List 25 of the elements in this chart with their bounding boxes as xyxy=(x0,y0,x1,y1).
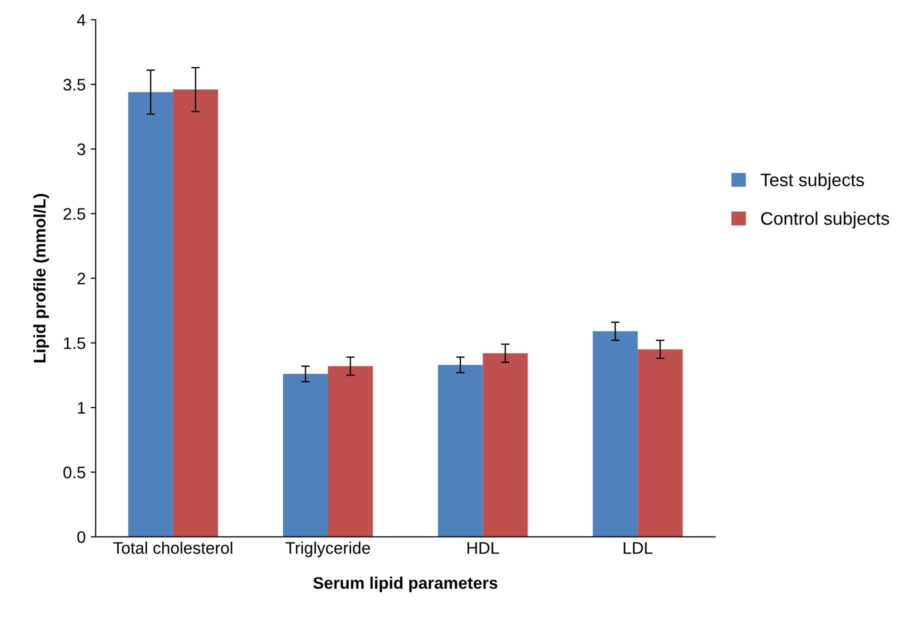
x-tick-label: Total cholesterol xyxy=(113,542,232,554)
x-tick-label: Triglyceride xyxy=(286,542,370,558)
bar xyxy=(592,331,638,537)
y-axis-title: Lipid profile (mmol/L) xyxy=(33,194,49,362)
legend-label: Test subjects xyxy=(760,173,864,190)
bar xyxy=(128,92,174,537)
x-tick-label: HDL xyxy=(468,542,499,554)
bar xyxy=(438,364,483,537)
y-tick-label: 4 xyxy=(77,14,86,26)
x-tick-label: LDL xyxy=(624,542,652,554)
y-tick-label: 0 xyxy=(77,531,86,543)
bar xyxy=(482,353,528,537)
bar xyxy=(638,349,683,537)
x-axis-title: Serum lipid parameters xyxy=(313,576,498,592)
y-tick-label: 2.5 xyxy=(64,208,86,220)
bar xyxy=(328,366,373,537)
y-tick-label: 3.5 xyxy=(63,78,86,91)
y-tick-label: 1 xyxy=(78,402,86,414)
legend-label: Control subjects xyxy=(761,212,890,228)
bar xyxy=(283,374,328,537)
y-tick-label: 0.5 xyxy=(63,466,86,478)
y-tick-label: 1.5 xyxy=(64,337,86,350)
y-tick-label: 3 xyxy=(77,143,86,156)
bar xyxy=(173,90,218,537)
y-tick-label: 2 xyxy=(78,272,86,284)
